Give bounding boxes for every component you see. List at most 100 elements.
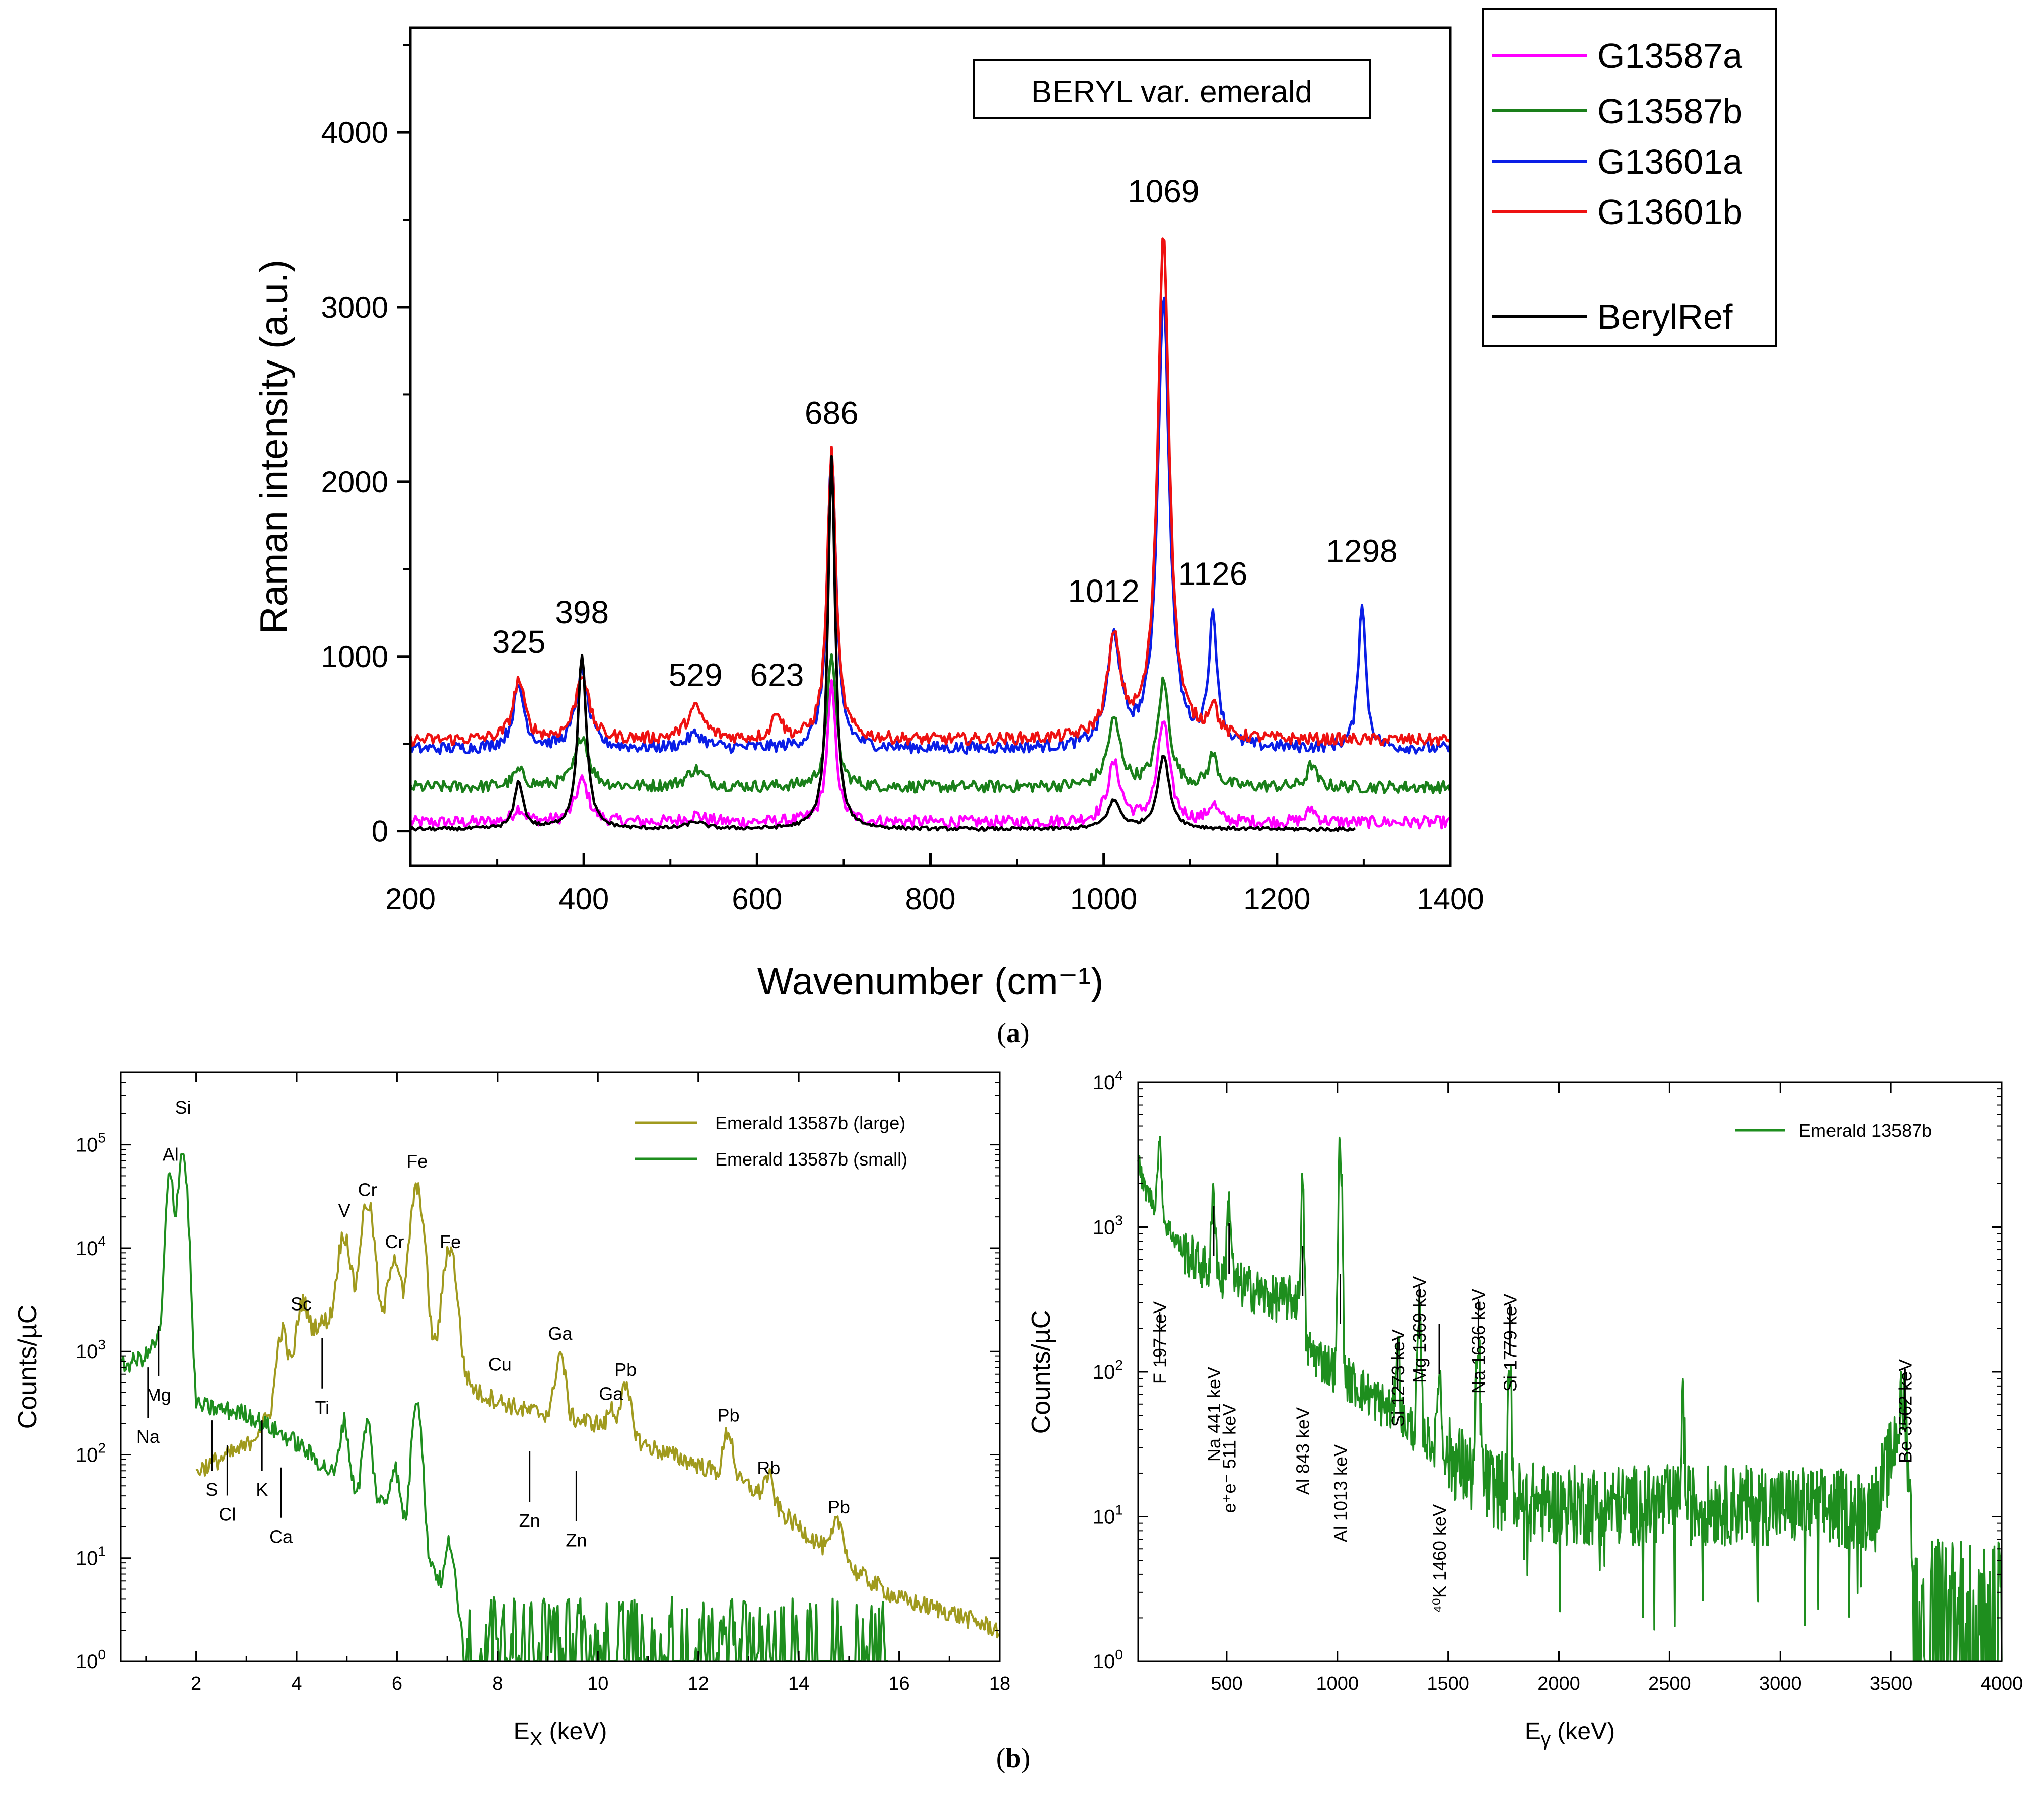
chart-title-box [973, 59, 1371, 119]
series-line-berylref [409, 455, 1356, 832]
x-tick-label: 1000 [1316, 1673, 1359, 1694]
element-label-zn: Zn [519, 1510, 540, 1531]
element-label-cr: Cr [358, 1179, 377, 1200]
x-tick-label: 800 [905, 882, 955, 916]
gamma-label-e-e-511-kev: e⁺e⁻ 511 keV [1219, 1404, 1240, 1513]
series-line-small [120, 1153, 888, 1662]
legend-frame [1482, 8, 1777, 347]
element-label-sc: Sc [291, 1294, 312, 1315]
x-tick-label: 500 [1211, 1673, 1242, 1694]
y-tick-label: 1000 [321, 640, 388, 674]
legend-label-g13587b: G13587b [1597, 92, 1742, 131]
x-tick-label: 4000 [1981, 1673, 2023, 1694]
element-label-s: S [205, 1479, 218, 1500]
element-label-cr: Cr [385, 1231, 404, 1252]
y-tick-label: 4000 [321, 116, 388, 150]
x-tick-label: 3500 [1870, 1673, 1913, 1694]
legend-label-berylref: BerylRef [1597, 297, 1733, 336]
raman-legend: G13587a G13587b G13601a G13601b BerylRef [1482, 8, 1777, 347]
peak-label-529: 529 [669, 657, 723, 693]
y-axis-label: Counts/µC [13, 1305, 42, 1429]
x-tick-label: 1500 [1427, 1673, 1469, 1694]
x-tick-label: 400 [558, 882, 609, 916]
raman-chart: 200 400 600 800 1000 1200 1400 0 1000 2000 3000 400… [253, 26, 1484, 1003]
element-label-ca: Ca [269, 1526, 293, 1547]
y-tick-label: 101 [76, 1544, 106, 1570]
x-tick-label: 18 [989, 1673, 1010, 1694]
x-tick-label: 1200 [1243, 882, 1310, 916]
y-tick-label: 100 [1093, 1647, 1123, 1673]
gamma-chart: 500 1000 1500 2000 2500 3000 3500 4000 100 101 102… [1027, 1068, 2023, 1750]
element-label-fe: Fe [406, 1151, 428, 1172]
legend-label-large: Emerald 13587b (large) [715, 1113, 905, 1133]
legend-label-g13601b: G13601b [1597, 192, 1742, 232]
element-label-pb: Pb [718, 1405, 740, 1425]
series-line-g13601b [409, 237, 1452, 747]
legend-label-g13601a: G13601a [1597, 142, 1742, 181]
legend-label-gamma: Emerald 13587b [1799, 1120, 1932, 1141]
element-label-na: Na [136, 1426, 160, 1447]
peak-label-1298: 1298 [1326, 533, 1397, 569]
y-tick-label: 104 [76, 1233, 106, 1260]
y-tick-label: 102 [76, 1440, 106, 1466]
chart-title: BERYL var. emerald [1031, 75, 1312, 109]
gamma-label-na-441-kev: Na 441 keV [1204, 1367, 1224, 1462]
x-tick-label: 10 [587, 1673, 608, 1694]
x-tick-label: 16 [888, 1673, 909, 1694]
legend-label-small: Emerald 13587b (small) [715, 1149, 907, 1170]
gamma-label-si-1273-kev: Si 1273 keV [1388, 1329, 1409, 1427]
element-label-mg: Mg [146, 1385, 171, 1405]
xray-chart: 2 4 6 8 10 12 14 16 18 100 101 102 103 104 105 EX (keV)… [13, 1071, 1010, 1750]
gamma-label--k-1460-kev: ⁴⁰K 1460 keV [1429, 1504, 1450, 1613]
x-tick-label: 2500 [1648, 1673, 1691, 1694]
gamma-plot-frame [1137, 1081, 2003, 1662]
x-tick-label: 14 [788, 1673, 809, 1694]
y-axis-label: Counts/µC [1027, 1310, 1056, 1434]
y-tick-label: 104 [1093, 1068, 1123, 1094]
series-line-large [195, 1182, 1000, 1639]
y-tick-label: 2000 [321, 465, 388, 499]
element-label-zn: Zn [566, 1530, 587, 1550]
element-label-ti: Ti [315, 1397, 330, 1418]
element-label-pb: Pb [828, 1497, 850, 1517]
gamma-label-be-3562-kev: Be 3562 keV [1894, 1359, 1915, 1463]
element-label-pb: Pb [614, 1359, 637, 1380]
series-line-g13587a [409, 679, 1451, 830]
y-tick-label: 102 [1093, 1357, 1123, 1384]
element-label-k: K [256, 1479, 268, 1500]
xray-plot-frame [120, 1071, 1001, 1662]
peak-label-1069: 1069 [1128, 173, 1199, 209]
legend-label-g13587a: G13587a [1597, 36, 1742, 76]
x-tick-label: 200 [385, 882, 436, 916]
peak-label-398: 398 [555, 594, 609, 630]
x-tick-label: 2 [191, 1673, 201, 1694]
element-label-ga: Ga [548, 1323, 573, 1344]
gamma-label-al-843-kev: Al 843 keV [1293, 1407, 1313, 1495]
y-tick-label: 0 [372, 815, 388, 848]
y-tick-label: 100 [76, 1647, 106, 1673]
gamma-label-mg-1369-kev: Mg 1369 keV [1409, 1276, 1430, 1383]
peak-label-686: 686 [805, 395, 859, 431]
y-tick-label: 101 [1093, 1502, 1123, 1528]
x-axis-label: Wavenumber (cm⁻¹) [757, 960, 1104, 1003]
series-line-g13587b [409, 653, 1452, 795]
element-label-ga: Ga [599, 1383, 623, 1404]
gamma-label-al-1013-kev: Al 1013 keV [1330, 1444, 1351, 1542]
x-tick-label: 1400 [1417, 882, 1484, 916]
x-axis-label: EX (keV) [514, 1718, 607, 1750]
panel-label-b: (b) [996, 1742, 1030, 1774]
element-label-al: Al [163, 1144, 179, 1164]
y-tick-label: 103 [1093, 1213, 1123, 1239]
element-label-cu: Cu [488, 1354, 512, 1375]
element-label-v: V [338, 1200, 350, 1221]
x-axis-label: Eγ (keV) [1525, 1718, 1615, 1750]
gamma-label-f-197-kev: F 197 keV [1150, 1301, 1170, 1384]
y-tick-label: 3000 [321, 290, 388, 324]
peak-label-623: 623 [750, 657, 804, 693]
panel-label-a: (a) [997, 1017, 1029, 1049]
x-tick-label: 1000 [1070, 882, 1137, 916]
gamma-label-si-1779-kev: Si 1779 keV [1500, 1294, 1520, 1392]
x-tick-label: 12 [688, 1673, 709, 1694]
element-label-rb: Rb [757, 1458, 780, 1478]
